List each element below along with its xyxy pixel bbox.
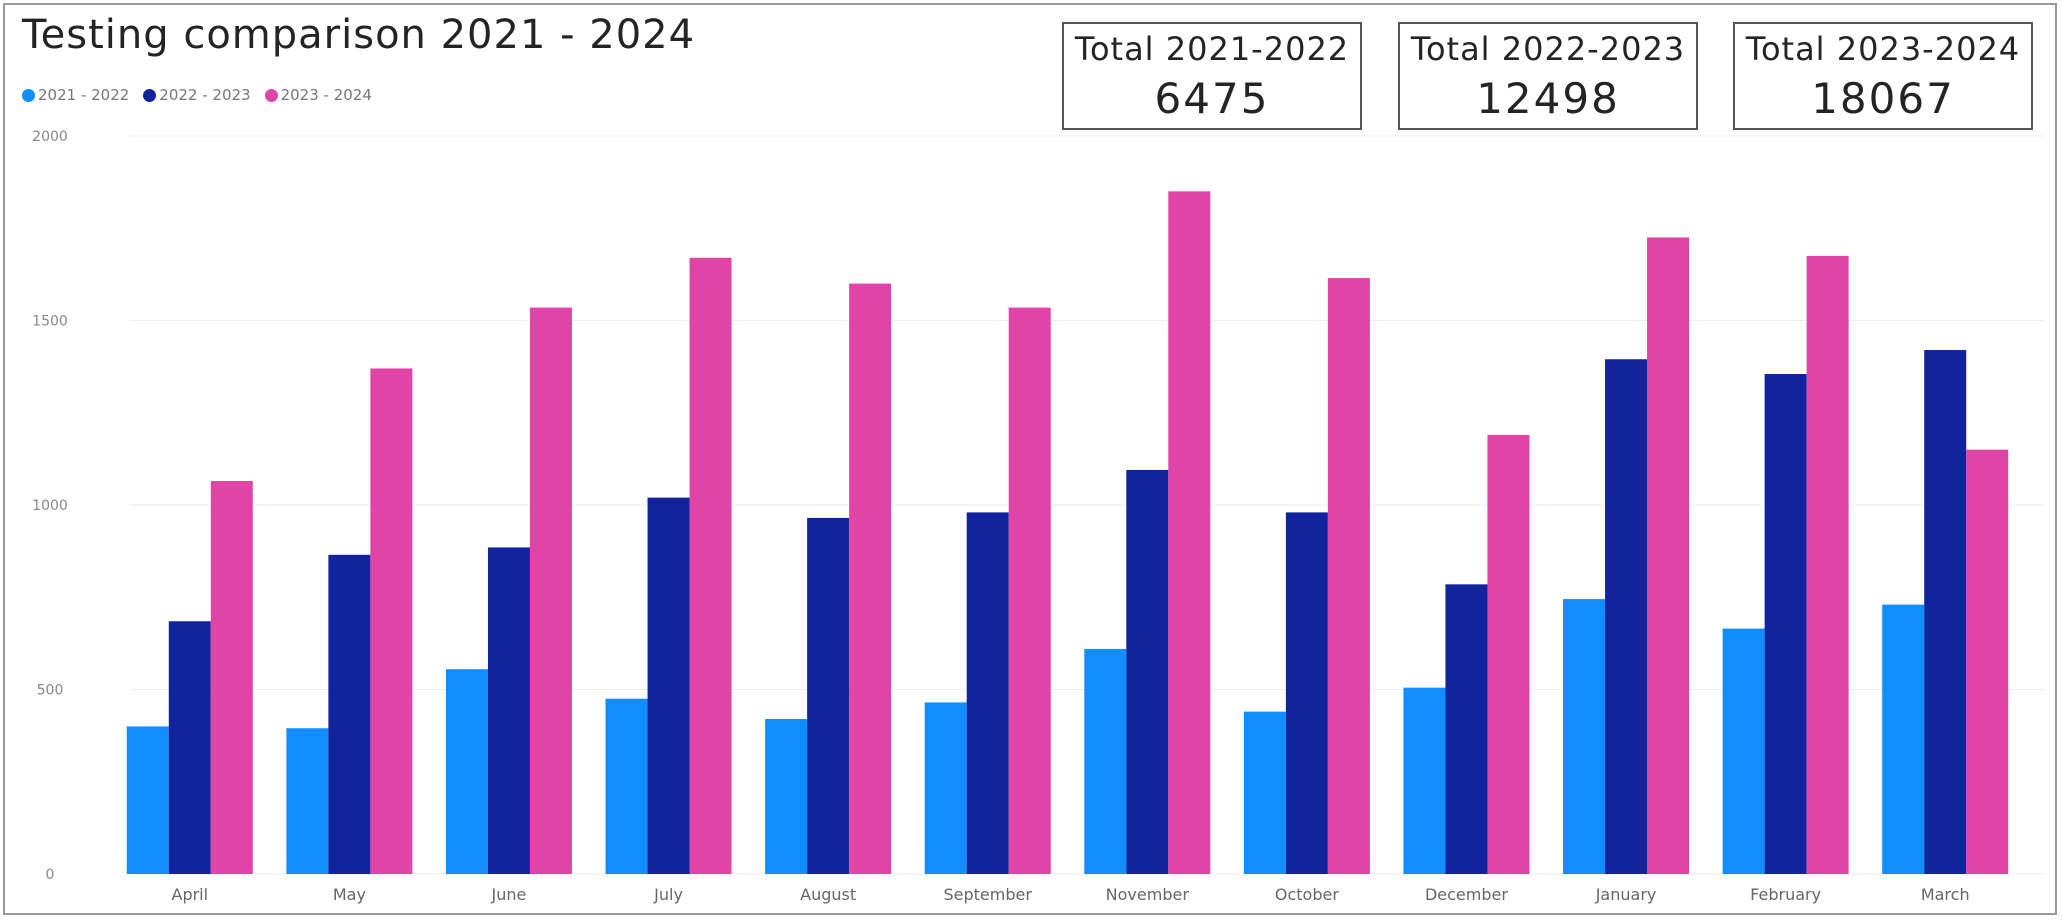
legend-label: 2021 - 2022 [38, 86, 130, 104]
legend-item-2021-2022[interactable]: 2021 - 2022 [22, 86, 129, 104]
y-tick-label: 1500 [32, 314, 68, 330]
bar-september-2022-2023[interactable] [966, 512, 1009, 874]
bar-june-2022-2023[interactable] [487, 547, 530, 874]
card-value: 18067 [1811, 74, 1955, 123]
card-label: Total 2021-2022 [1074, 30, 1350, 68]
chart-title: Testing comparison 2021 - 2024 [22, 12, 696, 58]
x-tick-label: February [1750, 885, 1821, 904]
bar-december-2022-2023[interactable] [1445, 584, 1488, 874]
card-label: Total 2023-2024 [1745, 30, 2021, 68]
x-tick-label: June [491, 885, 527, 904]
bar-january-2021-2022[interactable] [1563, 599, 1606, 874]
bar-october-2021-2022[interactable] [1243, 711, 1286, 874]
legend-dot-2022-2023 [143, 88, 157, 102]
bar-july-2022-2023[interactable] [647, 497, 690, 874]
bars [126, 191, 2009, 875]
bar-january-2023-2024[interactable] [1647, 237, 1690, 875]
x-tick-label: September [943, 885, 1032, 904]
x-tick-label: November [1106, 885, 1190, 904]
card-value: 12498 [1476, 74, 1620, 123]
card-label: Total 2022-2023 [1410, 30, 1686, 68]
x-tick-label: July [653, 885, 683, 904]
bar-november-2021-2022[interactable] [1084, 648, 1127, 874]
x-tick-label: December [1425, 885, 1508, 904]
bar-january-2022-2023[interactable] [1605, 359, 1648, 874]
legend-item-2023-2024[interactable]: 2023 - 2024 [264, 86, 372, 104]
y-tick-label: 2000 [32, 129, 68, 145]
bar-june-2023-2024[interactable] [529, 307, 572, 875]
legend-label: 2023 - 2024 [280, 86, 372, 104]
card-total-2022-2023: Total 2022-2023 12498 [1398, 22, 1698, 130]
bar-october-2022-2023[interactable] [1285, 512, 1328, 874]
x-tick-label: April [172, 885, 209, 904]
legend-dot-2021-2022 [22, 88, 35, 102]
y-tick-label: 0 [46, 867, 55, 883]
bar-february-2021-2022[interactable] [1722, 628, 1765, 874]
x-tick-label: January [1595, 885, 1657, 904]
bar-april-2021-2022[interactable] [126, 726, 169, 874]
bar-may-2023-2024[interactable] [370, 368, 413, 874]
bar-december-2021-2022[interactable] [1403, 687, 1446, 874]
bar-august-2023-2024[interactable] [849, 283, 892, 875]
card-value: 6475 [1154, 74, 1270, 123]
bar-july-2021-2022[interactable] [605, 698, 648, 874]
x-tick-label: May [333, 885, 366, 904]
bar-august-2022-2023[interactable] [807, 517, 850, 874]
bar-july-2023-2024[interactable] [689, 257, 732, 874]
x-tick-label: August [800, 885, 856, 904]
bar-march-2022-2023[interactable] [1924, 350, 1967, 874]
bar-may-2022-2023[interactable] [328, 554, 371, 874]
x-tick-label: October [1275, 885, 1339, 904]
bar-march-2021-2022[interactable] [1882, 604, 1925, 874]
bar-september-2021-2022[interactable] [924, 702, 967, 874]
bar-june-2021-2022[interactable] [445, 669, 488, 874]
bar-october-2023-2024[interactable] [1327, 278, 1370, 874]
bar-august-2021-2022[interactable] [765, 719, 808, 874]
y-tick-label: 500 [37, 683, 64, 699]
bar-april-2022-2023[interactable] [168, 621, 211, 874]
bar-april-2023-2024[interactable] [210, 481, 253, 874]
chart-legend: 2021 - 2022 2022 - 2023 2023 - 2024 [22, 86, 372, 104]
bar-december-2023-2024[interactable] [1487, 434, 1530, 874]
y-tick-label: 1000 [32, 498, 68, 514]
bar-september-2023-2024[interactable] [1008, 307, 1051, 875]
legend-label: 2022 - 2023 [159, 86, 251, 104]
x-axis-labels: April May June July August September November O… [172, 885, 1970, 904]
card-total-2023-2024: Total 2023-2024 18067 [1733, 22, 2033, 130]
x-tick-label: March [1921, 885, 1970, 904]
bar-may-2021-2022[interactable] [286, 728, 329, 874]
bar-february-2022-2023[interactable] [1764, 374, 1807, 874]
bar-november-2023-2024[interactable] [1168, 191, 1211, 875]
bar-march-2023-2024[interactable] [1966, 449, 2009, 874]
y-axis-ticks: 2000 1500 1000 500 0 [32, 129, 68, 883]
bar-november-2022-2023[interactable] [1126, 469, 1169, 874]
card-total-2021-2022: Total 2021-2022 6475 [1062, 22, 1362, 130]
legend-item-2022-2023[interactable]: 2022 - 2023 [143, 86, 251, 104]
legend-dot-2023-2024 [264, 88, 278, 102]
bar-february-2023-2024[interactable] [1806, 255, 1849, 875]
